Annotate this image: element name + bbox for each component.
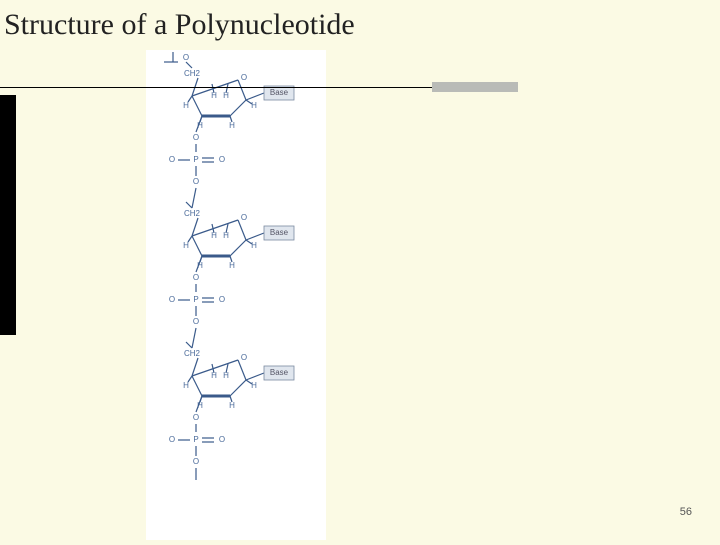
svg-text:O: O xyxy=(219,435,225,444)
svg-text:H: H xyxy=(251,241,257,250)
svg-text:O: O xyxy=(219,155,225,164)
svg-text:O: O xyxy=(241,213,247,222)
svg-text:O: O xyxy=(169,435,175,444)
svg-text:CH2: CH2 xyxy=(184,69,201,78)
svg-text:H: H xyxy=(229,261,235,270)
svg-text:O: O xyxy=(219,295,225,304)
polynucleotide-diagram: OCH2OHHHHHHBaseOPOOOCH2OHHHHHHBaseOPOOOC… xyxy=(146,50,326,540)
svg-text:CH2: CH2 xyxy=(184,209,201,218)
svg-text:O: O xyxy=(193,273,199,282)
svg-text:H: H xyxy=(183,381,189,390)
svg-text:O: O xyxy=(169,155,175,164)
svg-text:Base: Base xyxy=(270,88,289,97)
svg-text:P: P xyxy=(193,155,198,164)
svg-text:O: O xyxy=(193,413,199,422)
svg-text:H: H xyxy=(183,241,189,250)
svg-text:H: H xyxy=(183,101,189,110)
svg-text:O: O xyxy=(183,53,189,62)
svg-text:H: H xyxy=(251,381,257,390)
svg-text:O: O xyxy=(241,73,247,82)
svg-text:O: O xyxy=(193,457,199,466)
page-number: 56 xyxy=(680,506,692,518)
page-title: Structure of a Polynucleotide xyxy=(0,8,355,42)
svg-text:CH2: CH2 xyxy=(184,349,201,358)
svg-text:O: O xyxy=(193,177,199,186)
left-accent-bar xyxy=(0,95,16,335)
svg-text:O: O xyxy=(241,353,247,362)
svg-text:H: H xyxy=(251,101,257,110)
title-underline-right xyxy=(146,87,432,88)
svg-text:Base: Base xyxy=(270,228,289,237)
svg-text:H: H xyxy=(229,401,235,410)
svg-text:O: O xyxy=(193,133,199,142)
svg-text:P: P xyxy=(193,435,198,444)
svg-text:O: O xyxy=(169,295,175,304)
svg-text:O: O xyxy=(193,317,199,326)
right-accent-bar xyxy=(432,82,518,92)
svg-text:H: H xyxy=(229,121,235,130)
svg-text:Base: Base xyxy=(270,368,289,377)
title-underline-left xyxy=(0,87,146,88)
svg-text:P: P xyxy=(193,295,198,304)
